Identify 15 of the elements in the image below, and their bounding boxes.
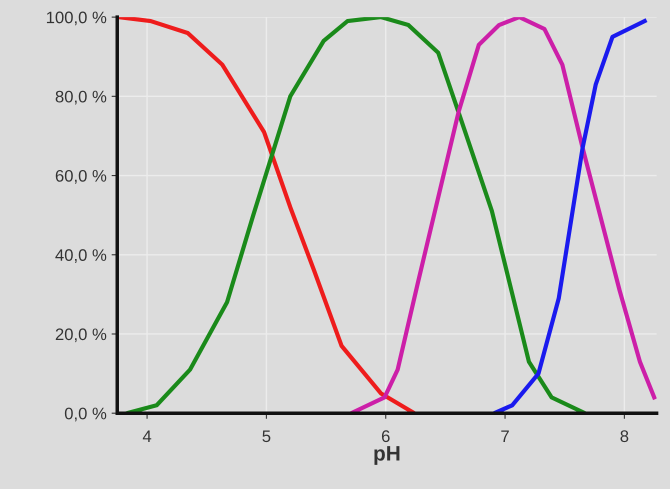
x-tick-label: 5 xyxy=(262,430,270,442)
x-axis-title: pH xyxy=(374,446,400,465)
line-series xyxy=(492,18,647,414)
x-tick-label: 4 xyxy=(142,430,152,442)
x-tick-label: 6 xyxy=(382,430,390,442)
x-tick-label: 7 xyxy=(501,430,509,442)
y-tick-label: 0,0 % xyxy=(64,408,106,422)
line-series xyxy=(124,17,588,414)
y-tick-label: 60,0 % xyxy=(56,170,106,184)
y-tick-label: 100,0 % xyxy=(46,12,106,26)
line-series xyxy=(349,17,656,414)
x-tick-label: 8 xyxy=(620,430,628,442)
y-tick-label: 80,0 % xyxy=(56,90,106,105)
y-tick-label: 40,0 % xyxy=(55,249,106,263)
y-tick-label: 20,0 % xyxy=(56,328,106,342)
